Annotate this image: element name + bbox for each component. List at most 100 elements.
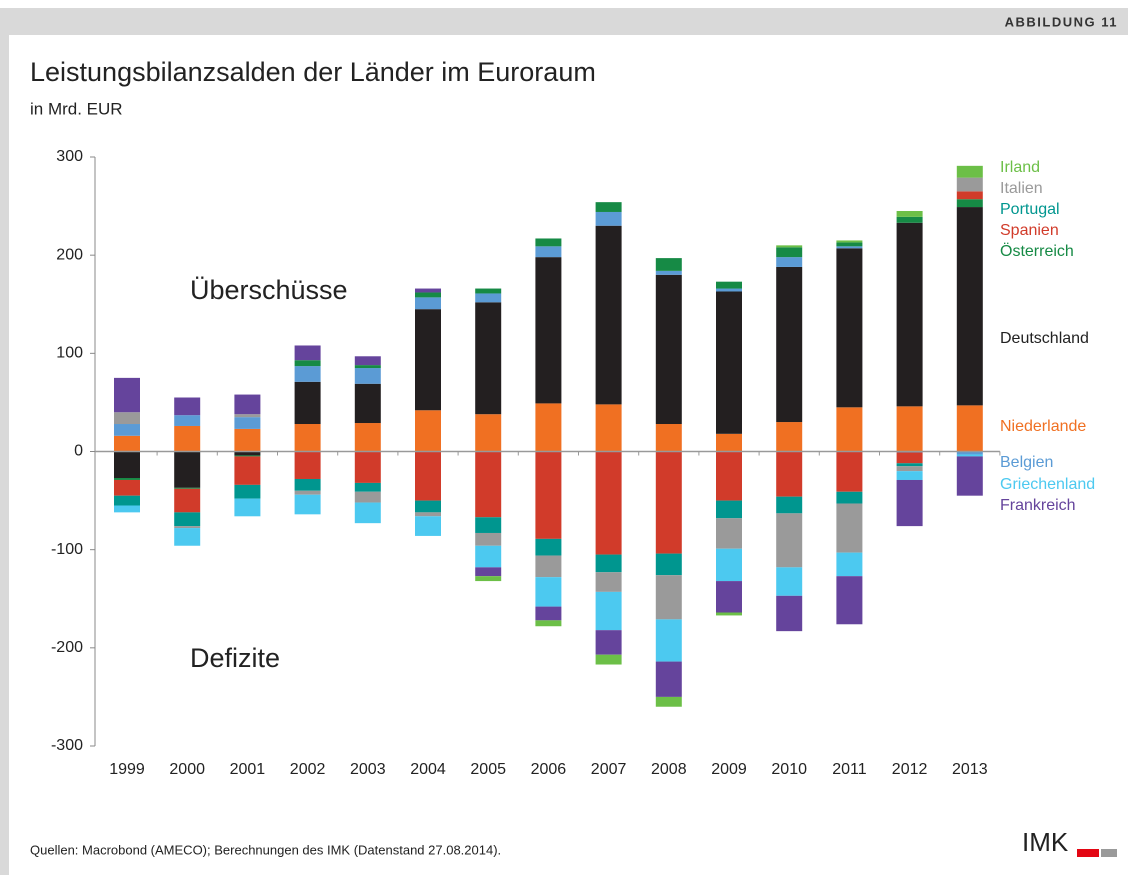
bar-segment	[836, 451, 863, 492]
bar-segment	[776, 451, 803, 497]
bar-segment	[655, 553, 682, 576]
bar-segment	[415, 500, 441, 513]
y-tick-label: 200	[56, 246, 83, 263]
bar-segment	[354, 356, 381, 366]
legend-label: Portugal	[1000, 201, 1060, 218]
legend-label: Belgien	[1000, 454, 1053, 471]
bar-segment	[535, 606, 562, 621]
bar-segment	[475, 288, 502, 294]
bar-segment	[475, 414, 502, 452]
bar-segment	[174, 526, 201, 529]
bar-segment	[535, 257, 562, 404]
bar-segment	[174, 397, 201, 416]
bar-segment	[294, 381, 321, 425]
bar-segment	[294, 366, 321, 382]
bar-segment	[415, 309, 441, 411]
bar-segment	[354, 482, 381, 492]
bar-segment	[776, 567, 803, 596]
left-border	[0, 8, 9, 875]
bar-segment	[716, 581, 742, 613]
bar-segment	[354, 451, 381, 483]
bar-segment	[836, 246, 863, 249]
x-tick-label: 2012	[892, 761, 928, 778]
bar-segment	[896, 452, 923, 464]
bar-segment	[234, 456, 261, 485]
bar-segment	[114, 424, 140, 436]
chart-subtitle: in Mrd. EUR	[30, 99, 123, 118]
bar-segment	[294, 478, 321, 491]
bar-segment	[776, 245, 803, 248]
bar-segment	[415, 516, 441, 536]
annotation: Überschüsse	[190, 275, 348, 305]
bar-segment	[716, 288, 742, 292]
legend-label: Niederlande	[1000, 418, 1086, 435]
bar-segment	[776, 266, 803, 423]
x-tick-label: 2003	[350, 761, 386, 778]
bar-segment	[475, 576, 502, 582]
bar-segment	[114, 451, 140, 479]
x-tick-label: 2009	[711, 761, 747, 778]
bar-segment	[294, 360, 321, 367]
bar-segment	[415, 410, 441, 452]
bar-segment	[415, 451, 441, 501]
legend-label: Frankreich	[1000, 497, 1076, 514]
bar-segment	[716, 612, 742, 616]
bar-segment	[716, 281, 742, 289]
y-tick-label: -300	[51, 737, 83, 754]
bar-segment	[114, 479, 140, 496]
bar-segment	[836, 242, 863, 247]
bar-segment	[234, 394, 261, 415]
legend-label: Österreich	[1000, 242, 1074, 260]
logo-mark	[1101, 849, 1117, 857]
bar-segment	[655, 424, 682, 452]
bar-segment	[294, 424, 321, 452]
chart-title: Leistungsbilanzsalden der Länder im Euro…	[30, 57, 596, 87]
bar-segment	[776, 257, 803, 267]
logo-mark	[1077, 849, 1099, 857]
bar-segment	[776, 595, 803, 632]
bar-segment	[354, 491, 381, 503]
x-tick-label: 2013	[952, 761, 988, 778]
bar-segment	[956, 177, 983, 192]
legend-label: Italien	[1000, 180, 1043, 197]
bar-segment	[114, 377, 140, 413]
bar-segment	[174, 512, 201, 527]
bar-segment	[114, 435, 140, 452]
bar-segment	[535, 538, 562, 556]
x-tick-label: 2010	[771, 761, 807, 778]
bar-segment	[475, 545, 502, 568]
x-tick-label: 2001	[230, 761, 266, 778]
bar-segment	[655, 661, 682, 697]
bar-segment	[655, 270, 682, 275]
bar-segment	[956, 451, 983, 455]
bar-segment	[475, 517, 502, 533]
bar-segment	[595, 630, 622, 655]
bar-segment	[234, 451, 261, 456]
bar-segment	[234, 455, 261, 457]
bar-segment	[294, 494, 321, 515]
bar-segment	[655, 258, 682, 271]
bar-segment	[475, 302, 502, 415]
bar-segment	[114, 412, 140, 425]
y-tick-label: 100	[56, 345, 83, 362]
bar-segment	[535, 451, 562, 539]
bar-segment	[475, 293, 502, 303]
x-tick-label: 2011	[832, 761, 867, 778]
bar-segment	[896, 406, 923, 452]
bar-segment	[836, 240, 863, 243]
plot-area: -300 -200 -100 0 100 200 300 1999 2000 2001 2002 20…	[51, 148, 1095, 778]
bar-segment	[776, 422, 803, 452]
legend-label: Irland	[1000, 159, 1040, 176]
bar-segment	[535, 555, 562, 578]
bar-segment	[354, 365, 381, 369]
bar-segment	[294, 451, 321, 479]
bar-segment	[595, 202, 622, 212]
x-tick-label: 2005	[470, 761, 506, 778]
bar-segment	[595, 211, 622, 226]
bar-segment	[354, 368, 381, 384]
bar-segment	[655, 696, 682, 707]
bar-segment	[836, 503, 863, 553]
bar-segment	[234, 428, 261, 452]
bar-segment	[174, 488, 201, 513]
